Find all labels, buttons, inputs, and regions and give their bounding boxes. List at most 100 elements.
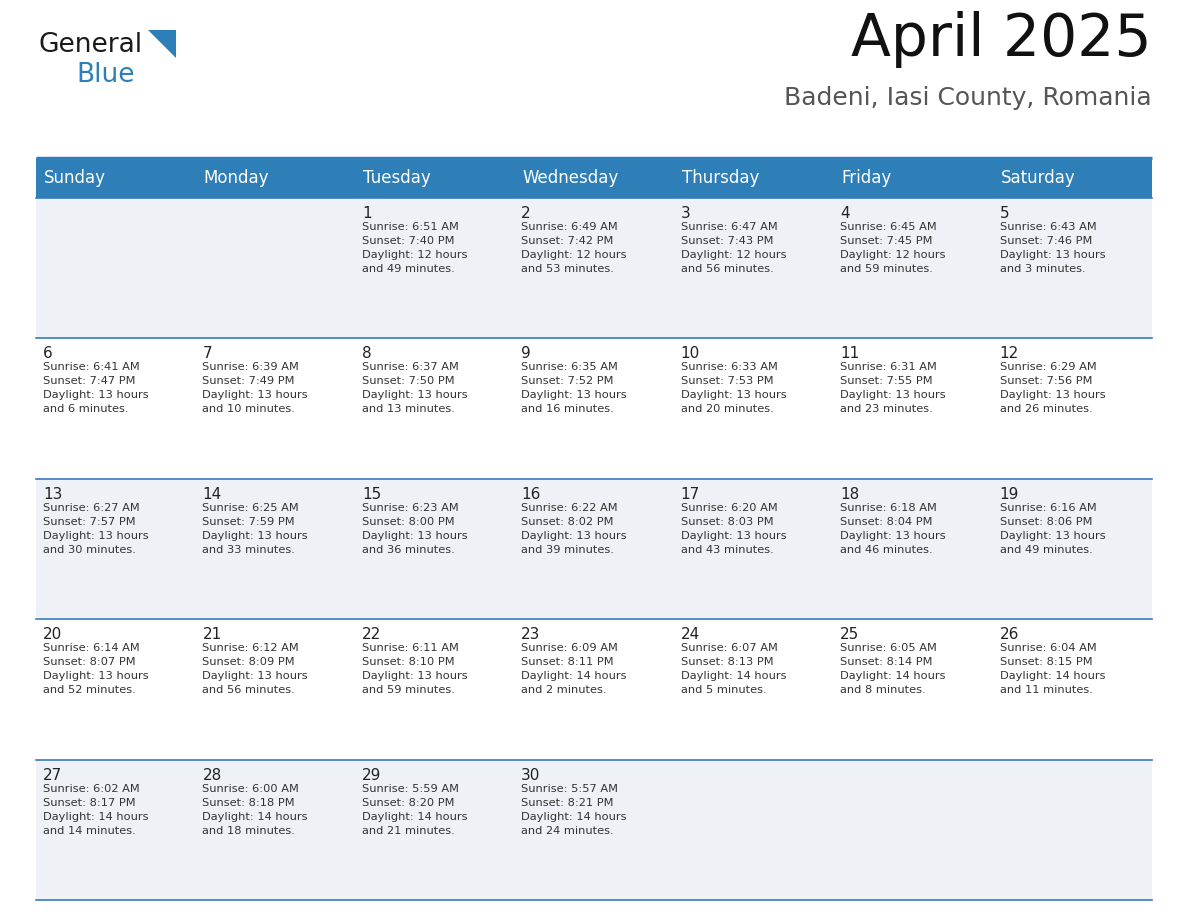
Bar	[992, 620, 1152, 759]
Bar	[196, 198, 355, 339]
Text: Sunrise: 6:23 AM
Sunset: 8:00 PM
Daylight: 13 hours
and 36 minutes.: Sunrise: 6:23 AM Sunset: 8:00 PM Dayligh…	[362, 503, 468, 554]
Bar	[992, 479, 1152, 620]
Text: 19: 19	[999, 487, 1019, 502]
Bar	[36, 198, 196, 339]
Text: Monday: Monday	[203, 169, 268, 187]
Text: Sunrise: 6:37 AM
Sunset: 7:50 PM
Daylight: 13 hours
and 13 minutes.: Sunrise: 6:37 AM Sunset: 7:50 PM Dayligh…	[362, 363, 468, 414]
Text: Sunrise: 6:39 AM
Sunset: 7:49 PM
Daylight: 13 hours
and 10 minutes.: Sunrise: 6:39 AM Sunset: 7:49 PM Dayligh…	[202, 363, 308, 414]
Text: April 2025: April 2025	[852, 11, 1152, 68]
Bar	[674, 158, 833, 198]
Text: Sunrise: 6:20 AM
Sunset: 8:03 PM
Daylight: 13 hours
and 43 minutes.: Sunrise: 6:20 AM Sunset: 8:03 PM Dayligh…	[681, 503, 786, 554]
Bar	[196, 339, 355, 479]
Text: Sunrise: 6:27 AM
Sunset: 7:57 PM
Daylight: 13 hours
and 30 minutes.: Sunrise: 6:27 AM Sunset: 7:57 PM Dayligh…	[43, 503, 148, 554]
Bar	[833, 339, 992, 479]
Text: Sunrise: 6:12 AM
Sunset: 8:09 PM
Daylight: 13 hours
and 56 minutes.: Sunrise: 6:12 AM Sunset: 8:09 PM Dayligh…	[202, 644, 308, 695]
Bar	[36, 759, 196, 900]
Bar	[992, 198, 1152, 339]
Bar	[355, 198, 514, 339]
Text: 13: 13	[43, 487, 63, 502]
Bar	[36, 479, 196, 620]
Text: 2: 2	[522, 206, 531, 221]
Text: 17: 17	[681, 487, 700, 502]
Text: Wednesday: Wednesday	[523, 169, 619, 187]
Bar	[674, 620, 833, 759]
Bar	[196, 158, 355, 198]
Text: Friday: Friday	[841, 169, 891, 187]
Text: Sunrise: 6:29 AM
Sunset: 7:56 PM
Daylight: 13 hours
and 26 minutes.: Sunrise: 6:29 AM Sunset: 7:56 PM Dayligh…	[999, 363, 1105, 414]
Bar	[833, 759, 992, 900]
Text: Thursday: Thursday	[682, 169, 759, 187]
Text: 22: 22	[362, 627, 381, 643]
Text: Sunrise: 6:00 AM
Sunset: 8:18 PM
Daylight: 14 hours
and 18 minutes.: Sunrise: 6:00 AM Sunset: 8:18 PM Dayligh…	[202, 784, 308, 835]
Text: Sunrise: 6:43 AM
Sunset: 7:46 PM
Daylight: 13 hours
and 3 minutes.: Sunrise: 6:43 AM Sunset: 7:46 PM Dayligh…	[999, 222, 1105, 274]
Bar	[674, 479, 833, 620]
Bar	[355, 479, 514, 620]
Bar	[355, 158, 514, 198]
Bar	[514, 158, 674, 198]
Text: 1: 1	[362, 206, 372, 221]
Bar	[992, 339, 1152, 479]
Text: Badeni, Iasi County, Romania: Badeni, Iasi County, Romania	[784, 86, 1152, 110]
Bar	[674, 198, 833, 339]
Text: Sunrise: 6:41 AM
Sunset: 7:47 PM
Daylight: 13 hours
and 6 minutes.: Sunrise: 6:41 AM Sunset: 7:47 PM Dayligh…	[43, 363, 148, 414]
Text: Sunrise: 6:02 AM
Sunset: 8:17 PM
Daylight: 14 hours
and 14 minutes.: Sunrise: 6:02 AM Sunset: 8:17 PM Dayligh…	[43, 784, 148, 835]
Text: Sunrise: 6:09 AM
Sunset: 8:11 PM
Daylight: 14 hours
and 2 minutes.: Sunrise: 6:09 AM Sunset: 8:11 PM Dayligh…	[522, 644, 627, 695]
Text: Sunrise: 6:16 AM
Sunset: 8:06 PM
Daylight: 13 hours
and 49 minutes.: Sunrise: 6:16 AM Sunset: 8:06 PM Dayligh…	[999, 503, 1105, 554]
Text: Sunrise: 5:57 AM
Sunset: 8:21 PM
Daylight: 14 hours
and 24 minutes.: Sunrise: 5:57 AM Sunset: 8:21 PM Dayligh…	[522, 784, 627, 835]
Text: Sunrise: 6:07 AM
Sunset: 8:13 PM
Daylight: 14 hours
and 5 minutes.: Sunrise: 6:07 AM Sunset: 8:13 PM Dayligh…	[681, 644, 786, 695]
Text: 7: 7	[202, 346, 211, 362]
Text: 8: 8	[362, 346, 372, 362]
Bar	[355, 339, 514, 479]
Text: Blue: Blue	[76, 62, 134, 88]
Text: Sunrise: 6:49 AM
Sunset: 7:42 PM
Daylight: 12 hours
and 53 minutes.: Sunrise: 6:49 AM Sunset: 7:42 PM Dayligh…	[522, 222, 627, 274]
Text: Sunrise: 6:47 AM
Sunset: 7:43 PM
Daylight: 12 hours
and 56 minutes.: Sunrise: 6:47 AM Sunset: 7:43 PM Dayligh…	[681, 222, 786, 274]
Bar	[36, 158, 196, 198]
Bar	[514, 759, 674, 900]
Text: 12: 12	[999, 346, 1019, 362]
Text: Sunrise: 6:51 AM
Sunset: 7:40 PM
Daylight: 12 hours
and 49 minutes.: Sunrise: 6:51 AM Sunset: 7:40 PM Dayligh…	[362, 222, 467, 274]
Text: Sunday: Sunday	[44, 169, 106, 187]
Bar	[514, 479, 674, 620]
Bar	[833, 158, 992, 198]
Bar	[355, 759, 514, 900]
Text: 9: 9	[522, 346, 531, 362]
Text: Tuesday: Tuesday	[362, 169, 430, 187]
Text: 14: 14	[202, 487, 222, 502]
Bar	[674, 759, 833, 900]
Bar	[36, 620, 196, 759]
Bar	[514, 198, 674, 339]
Bar	[514, 339, 674, 479]
Text: 26: 26	[999, 627, 1019, 643]
Bar	[833, 479, 992, 620]
Text: Sunrise: 6:04 AM
Sunset: 8:15 PM
Daylight: 14 hours
and 11 minutes.: Sunrise: 6:04 AM Sunset: 8:15 PM Dayligh…	[999, 644, 1105, 695]
Text: 20: 20	[43, 627, 62, 643]
Text: Sunrise: 6:22 AM
Sunset: 8:02 PM
Daylight: 13 hours
and 39 minutes.: Sunrise: 6:22 AM Sunset: 8:02 PM Dayligh…	[522, 503, 627, 554]
Text: 21: 21	[202, 627, 222, 643]
Bar	[196, 620, 355, 759]
Text: Sunrise: 6:35 AM
Sunset: 7:52 PM
Daylight: 13 hours
and 16 minutes.: Sunrise: 6:35 AM Sunset: 7:52 PM Dayligh…	[522, 363, 627, 414]
Bar	[833, 198, 992, 339]
Text: 10: 10	[681, 346, 700, 362]
Text: General: General	[38, 32, 143, 58]
Text: Sunrise: 6:45 AM
Sunset: 7:45 PM
Daylight: 12 hours
and 59 minutes.: Sunrise: 6:45 AM Sunset: 7:45 PM Dayligh…	[840, 222, 946, 274]
Text: 25: 25	[840, 627, 859, 643]
Bar	[196, 759, 355, 900]
Text: Sunrise: 6:33 AM
Sunset: 7:53 PM
Daylight: 13 hours
and 20 minutes.: Sunrise: 6:33 AM Sunset: 7:53 PM Dayligh…	[681, 363, 786, 414]
Text: 23: 23	[522, 627, 541, 643]
Text: 6: 6	[43, 346, 52, 362]
Bar	[36, 339, 196, 479]
Text: 16: 16	[522, 487, 541, 502]
Text: 15: 15	[362, 487, 381, 502]
Text: 4: 4	[840, 206, 849, 221]
Text: Sunrise: 6:11 AM
Sunset: 8:10 PM
Daylight: 13 hours
and 59 minutes.: Sunrise: 6:11 AM Sunset: 8:10 PM Dayligh…	[362, 644, 468, 695]
Text: 11: 11	[840, 346, 859, 362]
Text: 28: 28	[202, 767, 222, 783]
Text: 24: 24	[681, 627, 700, 643]
Bar	[514, 620, 674, 759]
Text: Sunrise: 6:31 AM
Sunset: 7:55 PM
Daylight: 13 hours
and 23 minutes.: Sunrise: 6:31 AM Sunset: 7:55 PM Dayligh…	[840, 363, 946, 414]
Text: 3: 3	[681, 206, 690, 221]
Text: Sunrise: 6:14 AM
Sunset: 8:07 PM
Daylight: 13 hours
and 52 minutes.: Sunrise: 6:14 AM Sunset: 8:07 PM Dayligh…	[43, 644, 148, 695]
Text: 29: 29	[362, 767, 381, 783]
Text: 18: 18	[840, 487, 859, 502]
Text: 5: 5	[999, 206, 1009, 221]
